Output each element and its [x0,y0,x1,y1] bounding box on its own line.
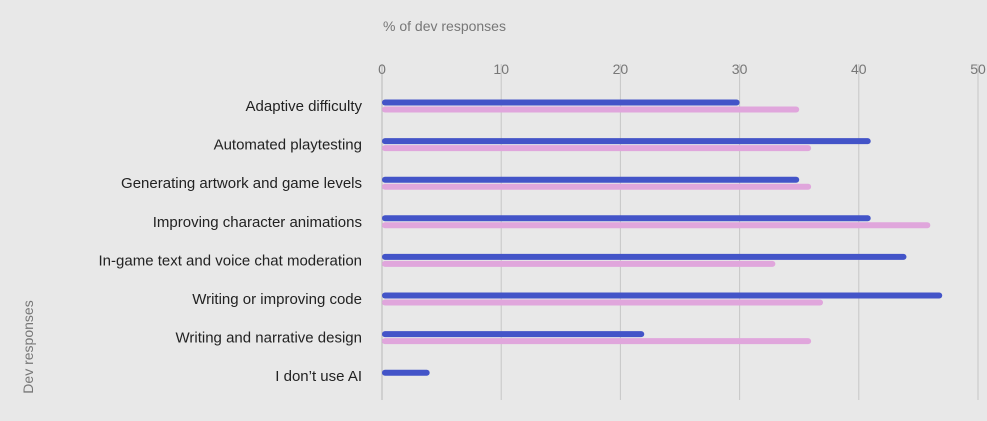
bar-series-2 [382,106,800,113]
bar-series-2 [382,338,812,345]
x-tick-label: 30 [732,61,748,77]
bar-series-2 [382,299,824,306]
x-tick-label: 20 [613,61,629,77]
gridlines [381,64,979,400]
bar-series-1 [382,292,943,299]
bar-series-1 [382,253,907,260]
category-label: In-game text and voice chat moderation [99,252,362,269]
bar-series-1 [382,138,871,145]
category-labels: Adaptive difficulty Automated playtesting… [99,98,363,385]
bar-series-2 [382,183,812,190]
x-tick-label: 0 [378,61,386,77]
x-tick-label: 50 [970,61,986,77]
bars [382,99,943,376]
x-axis-title: % of dev responses [383,18,506,34]
bar-series-2 [382,260,776,267]
bar-series-2 [382,222,931,229]
bar-series-1 [382,215,871,222]
category-label: Improving character animations [153,214,362,231]
category-label: Adaptive difficulty [246,98,363,115]
category-label: Writing and narrative design [176,330,363,347]
bar-series-1 [382,99,740,106]
x-axis-ticks: 0 10 20 30 40 50 [378,61,986,77]
y-axis-title: Dev responses [20,300,36,393]
category-label: Automated playtesting [214,137,362,154]
bar-series-2 [382,145,812,152]
category-label: Writing or improving code [192,291,362,308]
bar-series-1 [382,369,430,376]
bar-series-1 [382,331,645,338]
x-tick-label: 40 [851,61,867,77]
bar-series-1 [382,176,800,183]
category-label: I don’t use AI [275,368,362,385]
x-tick-label: 10 [493,61,509,77]
category-label: Generating artwork and game levels [121,175,362,192]
